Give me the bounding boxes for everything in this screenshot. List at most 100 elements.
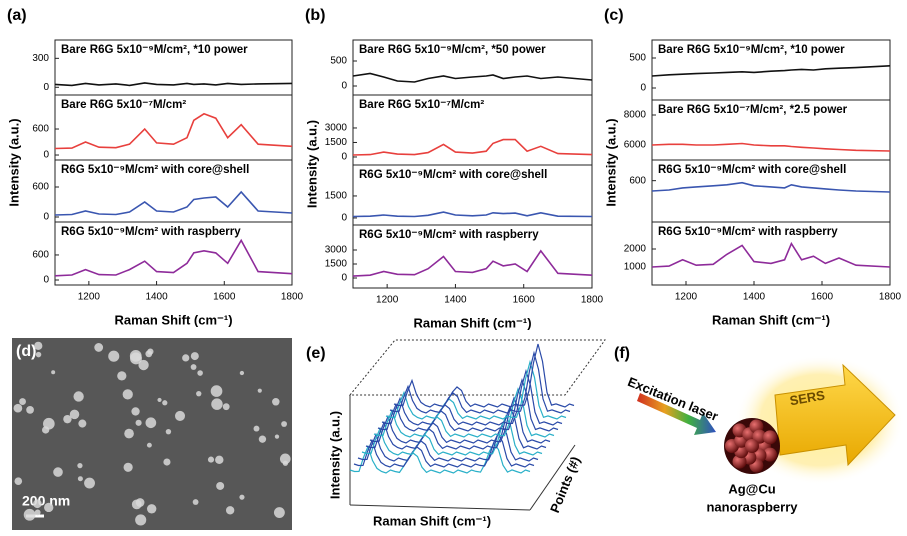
y-tick-label: 2000 [624,244,647,255]
y-tick-label: 600 [629,175,646,186]
nanoparticle [84,477,95,489]
waterfall-panel: (e) Intensity (a.u.) Raman Shift (cm⁻¹) … [306,339,606,528]
subplot-title: Bare R6G 5x10⁻⁷M/cm² [359,99,484,111]
spectrum [352,249,593,277]
nanoparticle [222,403,230,411]
spectrum [651,65,891,77]
nanoparticle [174,410,186,421]
nanoparticle [253,425,260,432]
axis [349,504,531,511]
axis-label: Intensity (a.u.) [327,411,342,499]
nanoparticle [190,364,197,370]
panel-label: (a) [7,7,27,24]
nanoparticle [53,467,63,477]
nanoparticle [23,508,36,521]
x-axis-label: Raman Shift (cm⁻¹) [114,312,232,327]
y-tick-label: 0 [640,83,646,94]
x-tick-label: 1800 [581,295,604,306]
bead [732,454,747,469]
y-tick-label: 1000 [624,262,647,273]
nanoparticle [163,458,171,466]
nanoparticle [216,481,225,490]
nanoparticle [19,398,26,405]
subplot-title: R6G 5x10⁻⁹M/cm² with raspberry [61,226,241,238]
subplot-title: Bare R6G 5x10⁻⁷M/cm² [61,99,186,111]
subplot-title: Bare R6G 5x10⁻⁹M/cm², *10 power [61,44,248,56]
nanoparticle [131,499,142,510]
nanoparticle [131,407,140,416]
nanoparticle [117,371,127,381]
waterfall-trace [393,343,575,408]
x-tick-label: 1400 [743,292,766,303]
nanoparticle [108,350,120,362]
y-tick-label: 8000 [624,110,647,121]
x-tick-label: 1400 [444,295,467,306]
nanoparticle [273,507,285,518]
nanoparticle [73,391,84,402]
x-axis-label: Raman Shift (cm⁻¹) [413,315,531,330]
sem-panel: (d) 200 nm [12,338,292,530]
sers-arrow [774,363,896,467]
nanoparticle [162,400,168,406]
nanoparticle [13,403,23,413]
y-tick-label: 6000 [624,140,647,151]
y-tick-label: 300 [32,53,49,64]
y-axis-label: Intensity (a.u.) [603,118,618,206]
subplot-title: R6G 5x10⁻⁹M/cm² with core@shell [61,164,249,176]
schematic-panel: (f) SERS Excitation laser Ag@Cu nanorasp… [614,345,905,514]
y-tick-label: 600 [32,250,49,261]
nanoparticle [215,455,224,465]
nanoparticle [207,456,215,463]
spectrum [352,211,593,218]
y-tick-label: 0 [341,273,347,284]
nanoparticle [258,435,267,443]
nanoparticle [135,514,147,526]
waterfall-trace [389,350,571,414]
nanoparticle [281,421,288,427]
nanoparticle [26,406,34,414]
panel-label: (c) [604,7,624,24]
waterfall-trace [381,368,563,426]
spectrum [651,241,891,268]
nanoparticle [196,390,202,397]
nanoparticle [210,385,223,397]
y-tick-label: 0 [43,150,49,161]
spectrum [651,142,891,152]
y-tick-label: 1500 [325,191,348,202]
particle-label: nanoraspberry [706,499,798,514]
nanoparticle [211,398,223,410]
x-tick-label: 1600 [213,292,236,303]
waterfall-trace [373,387,555,438]
nanoparticle [197,370,203,376]
nanoparticle [122,389,133,400]
nanoparticle [34,341,43,351]
waterfall-trace [369,396,551,444]
nanoparticle [14,477,23,485]
nanoparticle [192,499,199,505]
sers-label: SERS [789,387,827,408]
nanoparticle [33,499,42,509]
waterfall-trace [361,414,543,456]
waterfall-trace [377,378,559,432]
nanoparticle [165,428,172,435]
y-tick-label: 0 [341,152,347,163]
x-tick-label: 1400 [145,292,168,303]
subplot-title: Bare R6G 5x10⁻⁷M/cm², *2.5 power [658,104,848,116]
nanoparticle [123,462,133,472]
nanoparticle [146,442,152,448]
panel-label: (d) [16,343,36,360]
plot-frame [651,221,891,286]
subplot-title: R6G 5x10⁻⁹M/cm² with raspberry [658,226,838,238]
bead [752,429,767,444]
particle-label: Ag@Cu [728,481,775,496]
nanoparticle [124,428,134,439]
y-tick-label: 0 [341,213,347,224]
nanoparticle [239,494,245,500]
nanoparticle [239,370,245,376]
nanoparticle [257,388,262,393]
x-tick-label: 1600 [513,295,536,306]
subplot-title: R6G 5x10⁻⁹M/cm² with core@shell [359,169,547,181]
axis-label: Raman Shift (cm⁻¹) [373,513,491,528]
y-tick-label: 500 [629,53,646,64]
